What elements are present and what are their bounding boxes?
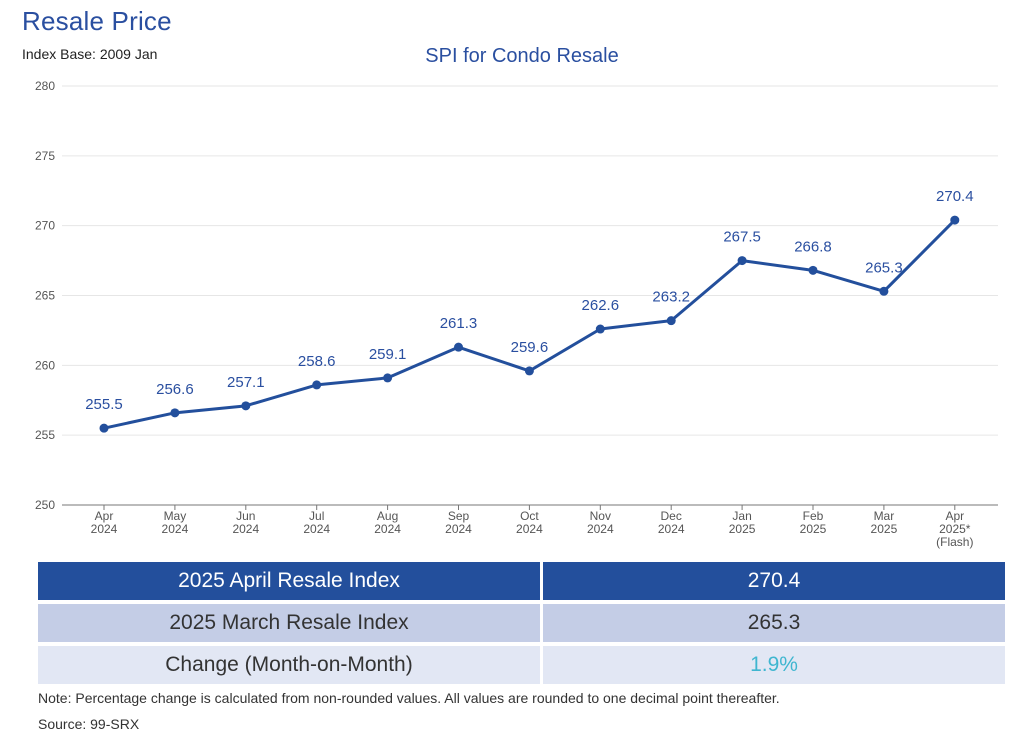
x-tick-label: Sep 2024 (445, 509, 472, 536)
data-label: 259.6 (511, 339, 549, 356)
data-label: 261.3 (440, 315, 478, 332)
data-point (737, 256, 747, 266)
x-tick-label: Jul 2024 (303, 509, 330, 536)
table-row: 2025 March Resale Index 265.3 (38, 604, 1005, 642)
data-point (595, 324, 605, 334)
data-point (99, 423, 109, 433)
table-row: Change (Month-on-Month) 1.9% (38, 646, 1005, 684)
spi-line-chart: SPI for Condo Resale 250 255 260 265 270 275 2… (35, 45, 998, 549)
row-label: 2025 April Resale Index (38, 562, 543, 600)
table-row: 2025 April Resale Index 270.4 (38, 562, 1005, 600)
source-note: Source: 99-SRX (38, 716, 140, 732)
data-point (454, 342, 463, 352)
x-tick-label: Feb 2025 (800, 509, 827, 536)
x-tick-label: Oct 2024 (516, 509, 543, 536)
y-tick-label: 250 (35, 498, 55, 512)
row-value: 270.4 (543, 562, 1005, 600)
data-label: 267.5 (723, 229, 761, 246)
x-tick-label: Apr 2024 (91, 509, 118, 536)
y-tick-label: 260 (35, 358, 55, 372)
x-tick-label: Apr 2025* (Flash) (936, 509, 973, 549)
change-value: 1.9% (543, 646, 1005, 684)
data-label: 258.6 (298, 353, 336, 370)
row-label: Change (Month-on-Month) (38, 646, 543, 684)
data-label: 256.6 (156, 381, 194, 398)
data-point (808, 265, 818, 275)
x-tick-label: Jan 2025 (729, 509, 756, 536)
x-tick-label: Nov 2024 (587, 509, 614, 536)
data-label: 262.6 (582, 297, 620, 314)
data-point (170, 408, 180, 418)
footnote: Note: Percentage change is calculated fr… (38, 690, 780, 706)
summary-table: 2025 April Resale Index 270.4 2025 March… (38, 558, 1005, 688)
x-tick-label: Aug 2024 (374, 509, 401, 536)
row-label: 2025 March Resale Index (38, 604, 543, 642)
x-tick-label: Jun 2024 (232, 509, 259, 536)
chart-title: SPI for Condo Resale (425, 45, 618, 67)
index-base-label: Index Base: 2009 Jan (22, 46, 158, 62)
data-point (383, 373, 393, 383)
data-point (666, 316, 676, 326)
row-value: 265.3 (543, 604, 1005, 642)
y-tick-label: 280 (35, 79, 55, 93)
data-point (524, 366, 534, 376)
data-label: 263.2 (652, 289, 690, 306)
data-point (312, 380, 322, 390)
data-point (241, 401, 251, 411)
data-point (879, 286, 889, 296)
data-label: 266.8 (794, 238, 832, 255)
x-tick-label: Dec 2024 (658, 509, 685, 536)
y-tick-label: 265 (35, 289, 55, 303)
data-label: 257.1 (227, 374, 265, 391)
x-tick-label: May 2024 (162, 509, 189, 536)
y-tick-label: 270 (35, 219, 55, 233)
x-tick-label: Mar 2025 (871, 509, 898, 536)
data-label: 255.5 (85, 396, 123, 413)
y-tick-label: 255 (35, 428, 55, 442)
y-tick-label: 275 (35, 149, 55, 163)
data-label: 259.1 (369, 346, 407, 363)
page-title: Resale Price (22, 6, 172, 36)
data-label: 265.3 (865, 259, 903, 276)
data-point (950, 215, 960, 225)
data-label: 270.4 (936, 188, 974, 205)
